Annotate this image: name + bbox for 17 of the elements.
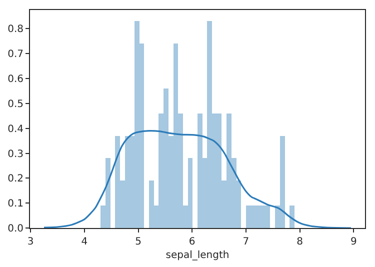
- x-tick-label: 4: [81, 236, 88, 248]
- x-axis-title: sepal_length: [166, 250, 230, 261]
- y-tick-label: 0.5: [8, 98, 24, 110]
- x-tick-label: 6: [188, 236, 196, 248]
- y-tick-label: 0.4: [8, 124, 24, 135]
- y-tick-label: 0.1: [8, 198, 24, 210]
- x-tick-label: 8: [296, 236, 304, 248]
- y-tick-label: 0.2: [8, 174, 24, 185]
- y-tick-label: 0.6: [8, 74, 24, 86]
- x-tick-label: 9: [350, 236, 357, 248]
- x-tick-label: 3: [27, 236, 34, 248]
- y-tick-label: 0.7: [8, 49, 24, 60]
- x-tick-label: 7: [242, 236, 250, 248]
- y-tick-label: 0.8: [8, 24, 24, 36]
- y-tick-label: 0.0: [8, 224, 24, 234]
- y-tick-label: 0.3: [8, 148, 24, 160]
- x-tick-label: 5: [135, 236, 142, 248]
